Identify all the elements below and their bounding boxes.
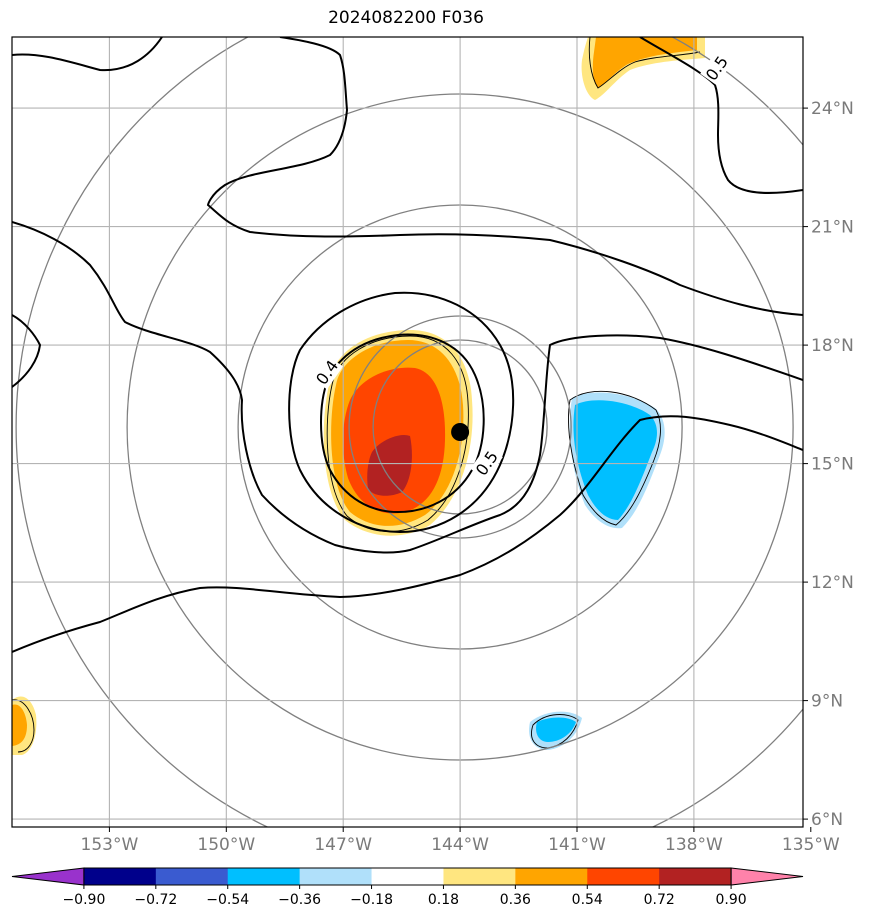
contour-west-edge xyxy=(12,314,42,388)
lon-tick-label-4: 141°W xyxy=(548,835,606,855)
colorbar-label-0: −0.90 xyxy=(62,892,105,908)
outline-east xyxy=(568,390,661,526)
contour-label-bg-0 xyxy=(310,354,344,390)
contour-north-west xyxy=(12,37,163,72)
colorbar-label-7: 0.54 xyxy=(572,892,603,908)
colorbar-label-3: −0.36 xyxy=(278,892,321,908)
shade-west-orange xyxy=(12,704,27,746)
colorbar-segment-6 xyxy=(443,868,516,885)
colorbar-label-8: 0.72 xyxy=(644,892,675,908)
latitude-ticks: 6°N 9°N 12°N 15°N 18°N 21°N 24°N xyxy=(803,99,854,830)
map-title: 2024082200 F036 xyxy=(328,8,484,28)
contour-inner-0-4 xyxy=(288,291,515,534)
lat-tick-label-3: 15°N xyxy=(811,455,854,475)
lon-tick-label-1: 150°W xyxy=(197,835,255,855)
lon-tick-label-2: 147°W xyxy=(314,835,372,855)
colorbar-label-2: −0.54 xyxy=(206,892,249,908)
colorbar-segment-1 xyxy=(83,868,157,885)
contour-south xyxy=(12,415,803,653)
lat-tick-label-1: 9°N xyxy=(811,692,843,712)
lat-tick-label-5: 21°N xyxy=(811,218,854,238)
colorbar-segment-4 xyxy=(299,868,373,885)
colorbar-label-4: −0.18 xyxy=(350,892,393,908)
lon-tick-label-5: 138°W xyxy=(665,835,723,855)
lat-tick-label-6: 24°N xyxy=(811,99,854,119)
map-frame xyxy=(11,36,804,828)
colorbar-segment-9 xyxy=(659,868,732,885)
contour-label-bg-1 xyxy=(470,445,503,481)
colorbar-extend-high xyxy=(730,867,804,886)
colorbar-segment-7 xyxy=(515,868,588,885)
contour-label-bg-2 xyxy=(700,50,733,86)
contour-inner-0-5 xyxy=(320,333,485,514)
gridlines xyxy=(12,37,803,827)
colorbar-frame xyxy=(83,867,732,886)
shade-east-blue xyxy=(573,400,657,520)
colorbar-label-6: 0.36 xyxy=(500,892,531,908)
outline-south xyxy=(531,714,579,749)
lat-tick-label-0: 6°N xyxy=(811,810,843,830)
lon-tick-label-3: 144°W xyxy=(431,835,489,855)
colorbar-segment-8 xyxy=(587,868,660,885)
colorbar-label-5: 0.18 xyxy=(428,892,459,908)
outline-north xyxy=(588,37,701,89)
lat-tick-label-4: 18°N xyxy=(811,336,854,356)
lon-tick-label-0: 153°W xyxy=(81,835,139,855)
lat-tick-label-2: 12°N xyxy=(811,573,854,593)
colorbar-label-9: 0.90 xyxy=(716,892,747,908)
map-layers: 0.40.50.5 xyxy=(12,37,803,827)
shade-storm-darkred xyxy=(367,434,412,496)
shade-south-blue xyxy=(536,717,576,742)
colorbar-label-1: −0.72 xyxy=(134,892,177,908)
outline-west xyxy=(12,699,35,753)
storm-center-marker xyxy=(451,423,470,441)
range-ring-5 xyxy=(15,37,803,827)
longitude-ticks: 153°W 150°W 147°W 144°W 141°W 138°W 135°W xyxy=(81,827,840,855)
contour-north xyxy=(206,37,803,316)
lon-tick-label-6: 135°W xyxy=(782,835,840,855)
shade-north-orange xyxy=(592,37,697,88)
colorbar-segment-2 xyxy=(155,868,229,885)
colorbar-extend-low xyxy=(11,867,85,886)
contour-west xyxy=(12,221,803,554)
contours xyxy=(12,37,803,653)
shaded-anomalies xyxy=(12,37,705,755)
colorbar-segment-3 xyxy=(227,868,301,885)
colorbar: −0.90 −0.72 −0.54 −0.36 −0.18 0.18 0.36 0.54 0.7… xyxy=(11,867,804,908)
colorbar-segment-5 xyxy=(371,868,444,885)
contour-northeast xyxy=(639,37,803,194)
